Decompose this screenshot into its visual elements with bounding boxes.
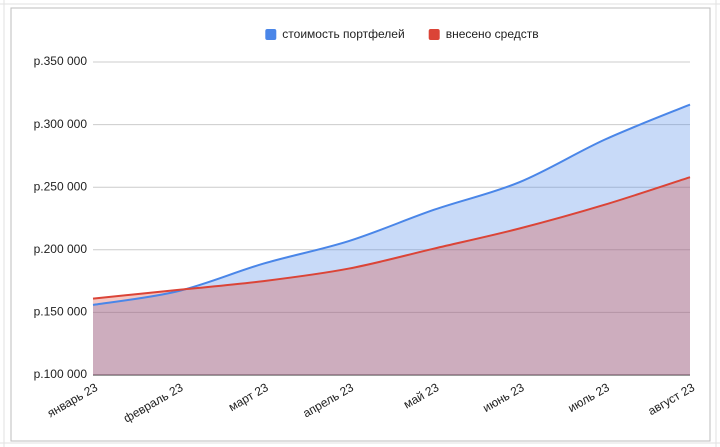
y-tick-label: р.200 000	[34, 242, 88, 256]
y-tick-label: р.100 000	[34, 367, 88, 381]
legend-swatch	[265, 29, 277, 40]
legend-label: внесено средств	[446, 27, 539, 41]
y-tick-label: р.150 000	[34, 305, 88, 319]
chart-frame	[10, 7, 711, 442]
area-fill	[93, 177, 690, 375]
y-tick-label: р.250 000	[34, 179, 88, 193]
series-line	[92, 176, 691, 300]
area-fill	[93, 104, 690, 376]
y-tick-label: р.300 000	[34, 117, 88, 131]
y-tick-label: р.350 000	[34, 54, 88, 68]
legend-swatch	[428, 29, 440, 40]
legend-label: стоимость портфелей	[282, 27, 404, 41]
